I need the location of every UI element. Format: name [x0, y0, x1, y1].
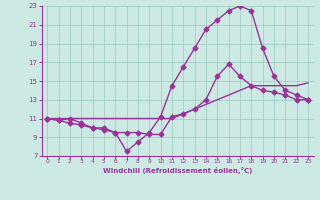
X-axis label: Windchill (Refroidissement éolien,°C): Windchill (Refroidissement éolien,°C): [103, 167, 252, 174]
